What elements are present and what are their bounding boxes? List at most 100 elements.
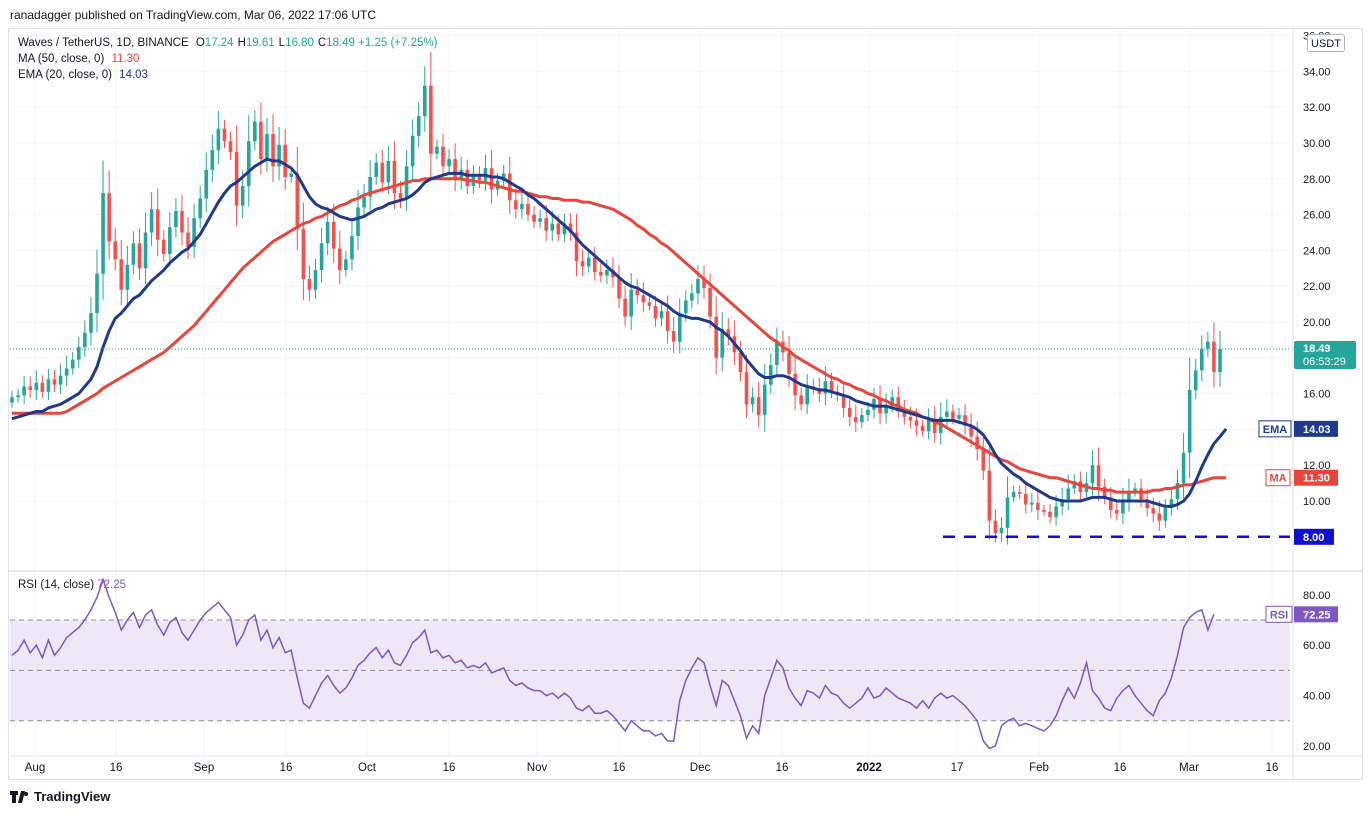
ohlc-label: C	[317, 37, 327, 49]
time-tick-label: 16	[776, 762, 789, 774]
candle-body	[1157, 513, 1162, 521]
candle-body	[398, 193, 403, 199]
ohlc-value: 19.61	[245, 37, 275, 49]
candle-body	[726, 329, 731, 337]
price-tick-label: 10.00	[1303, 496, 1331, 508]
legend-symbol: Waves / TetherUS, 1D, BINANCE	[18, 37, 189, 49]
candle-body	[738, 352, 743, 373]
candle-body	[708, 287, 712, 317]
candle-body	[362, 196, 366, 208]
time-tick-label: Mar	[1179, 762, 1199, 774]
candle-body	[853, 416, 858, 423]
candle-body	[259, 121, 263, 160]
candle-body	[945, 411, 949, 417]
candle-body	[1108, 497, 1113, 510]
candle-body	[1121, 501, 1125, 514]
candle-body	[762, 384, 767, 416]
ma-value-text: 11.30	[1303, 473, 1330, 485]
tradingview-logo-icon	[10, 790, 30, 803]
rsi-value-badge	[1294, 606, 1338, 623]
chart-frame[interactable]	[8, 28, 1363, 780]
candle-body	[969, 425, 973, 437]
candle-body	[422, 85, 427, 117]
rsi-tick-label: 80.00	[1303, 590, 1331, 602]
ma-tag-box	[1265, 469, 1291, 487]
time-tick-label: Feb	[1029, 762, 1049, 774]
candle-body	[647, 302, 652, 306]
price-axis: 10.0012.0014.0016.0018.0020.0022.0024.00…	[25, 31, 1331, 774]
candle-body	[137, 243, 142, 269]
candle-body	[295, 173, 300, 229]
rsi-pane	[10, 577, 1290, 750]
candle-body	[180, 211, 184, 233]
candle-body	[1048, 511, 1052, 518]
candle-body	[623, 298, 627, 317]
candle-body	[34, 382, 39, 391]
candle-body	[1005, 497, 1010, 528]
ohlc-label: H	[237, 37, 246, 49]
candle-body	[592, 257, 597, 272]
rsi-tick-label: 40.00	[1303, 691, 1331, 703]
candle-body	[1206, 341, 1210, 349]
candle-body	[902, 409, 907, 417]
candle-body	[76, 347, 81, 360]
candle-body	[435, 146, 439, 154]
candle-body	[344, 259, 348, 271]
footer: TradingView	[10, 789, 110, 804]
candle-body	[40, 382, 45, 392]
candle-body	[95, 273, 99, 314]
candle-body	[975, 436, 979, 450]
candle-body	[926, 418, 931, 432]
time-tick-label: Oct	[358, 762, 377, 774]
candle-body	[847, 407, 852, 417]
legend-rsi-label: RSI (14, close)	[18, 579, 95, 591]
candle-body	[1193, 370, 1198, 391]
candle-body	[568, 223, 573, 233]
candle-body	[1127, 492, 1131, 501]
candle-body	[696, 279, 700, 294]
price-tick-label: 12.00	[1303, 460, 1331, 472]
time-tick-label: 2022	[856, 762, 882, 774]
candle-body	[22, 386, 26, 396]
candle-body	[289, 173, 294, 178]
candle-body	[520, 203, 524, 210]
candle-body	[671, 330, 676, 342]
candle-body	[1078, 481, 1083, 493]
candle-body	[641, 295, 646, 303]
candle-body	[574, 232, 579, 262]
time-tick-label: 17	[951, 762, 964, 774]
currency-button[interactable]: USDT	[1307, 34, 1345, 52]
ma-tag-label: MA	[1269, 473, 1286, 485]
candle-body	[1139, 488, 1143, 500]
time-tick-label: 16	[1266, 762, 1279, 774]
candle-body	[198, 198, 202, 219]
candle-body	[228, 141, 233, 152]
ohlc-value: 16.80	[285, 37, 314, 49]
candle-body	[805, 386, 810, 405]
candle-body	[1017, 492, 1022, 494]
candle-body	[113, 241, 117, 260]
candle-body	[586, 257, 591, 267]
candle-body	[890, 397, 895, 407]
candle-body	[168, 227, 172, 254]
support-badge-value: 8.00	[1303, 532, 1324, 544]
candle-body	[1145, 499, 1149, 509]
candle-body	[374, 162, 379, 178]
time-tick-label: Aug	[25, 762, 45, 774]
candle-body	[951, 411, 955, 419]
candle-body	[240, 185, 245, 206]
ohlc-value: 18.49	[326, 37, 355, 49]
candle-body	[501, 173, 506, 181]
candle-body	[562, 223, 567, 235]
legend-ma-label: MA (50, close, 0)	[18, 53, 105, 65]
candle-body	[677, 313, 682, 342]
candle-body	[1060, 499, 1064, 507]
candle-body	[538, 218, 542, 222]
candle-body	[331, 221, 336, 249]
time-tick-label: 16	[280, 762, 293, 774]
candle-body	[963, 415, 967, 426]
candle-body	[1054, 506, 1058, 518]
candle-body	[453, 159, 457, 179]
candle-body	[1181, 452, 1186, 484]
